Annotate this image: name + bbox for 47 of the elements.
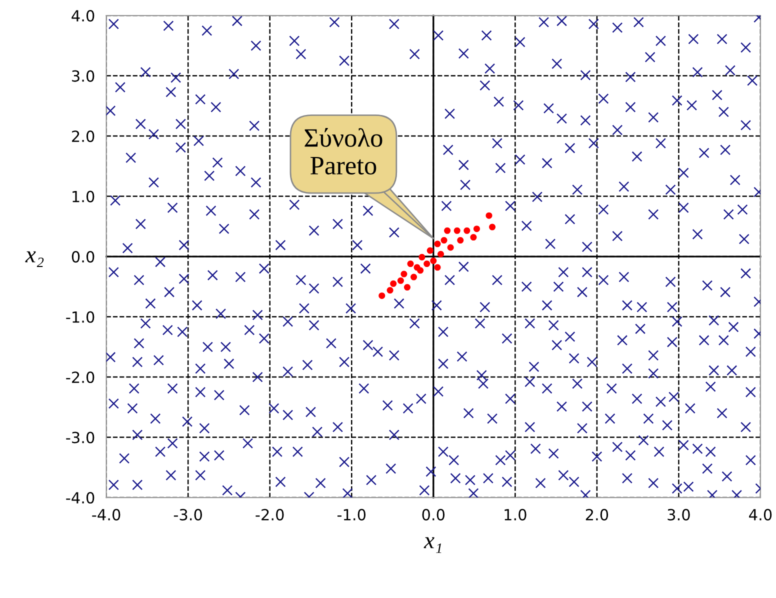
point [486, 212, 492, 219]
y-tick-label: 4.0 [72, 10, 94, 22]
x-tick-label: -4.0 [92, 508, 120, 520]
point [418, 254, 426, 260]
point [378, 292, 386, 299]
y-tick-label: 2.0 [72, 130, 94, 142]
point [397, 277, 404, 284]
point [430, 258, 437, 264]
x-axis-title: x₁ [424, 537, 442, 553]
point [473, 226, 480, 232]
point [386, 287, 394, 294]
point [426, 247, 434, 254]
y-tick-label: 3.0 [72, 70, 94, 82]
point [444, 227, 451, 234]
point [417, 267, 424, 274]
annotation: Σύνολο Pareto [304, 128, 382, 175]
point [457, 237, 464, 244]
y-tick-label: -1.0 [66, 311, 94, 323]
x-tick-label: -3.0 [174, 508, 202, 520]
y-tick-label: -3.0 [66, 432, 94, 444]
point [464, 227, 470, 234]
y-tick-label: 1.0 [72, 190, 94, 202]
point [434, 264, 441, 271]
point [470, 234, 477, 241]
x-tick-label: 0.0 [422, 508, 445, 520]
point [440, 237, 448, 244]
y-tick-label: -4.0 [66, 492, 94, 504]
x-tick-label: -2.0 [256, 508, 284, 520]
x-tick-label: 3.0 [668, 508, 690, 520]
point [454, 227, 460, 234]
point [404, 284, 410, 291]
point [447, 244, 454, 251]
point [424, 260, 430, 268]
y-tick-label: 0.0 [72, 251, 94, 263]
x-tick-label: 4.0 [749, 508, 772, 520]
point [438, 250, 444, 258]
x-tick-label: 1.0 [504, 508, 526, 520]
point [434, 240, 441, 248]
x-tick-label: -1.0 [337, 508, 366, 520]
point [489, 224, 496, 230]
y-axis-title: x₂ [25, 251, 44, 268]
point [410, 274, 418, 280]
point [407, 260, 414, 268]
y-tick-label: -2.0 [66, 372, 94, 384]
point [390, 280, 397, 287]
x-tick-label: 2.0 [586, 508, 608, 520]
point [400, 270, 408, 278]
